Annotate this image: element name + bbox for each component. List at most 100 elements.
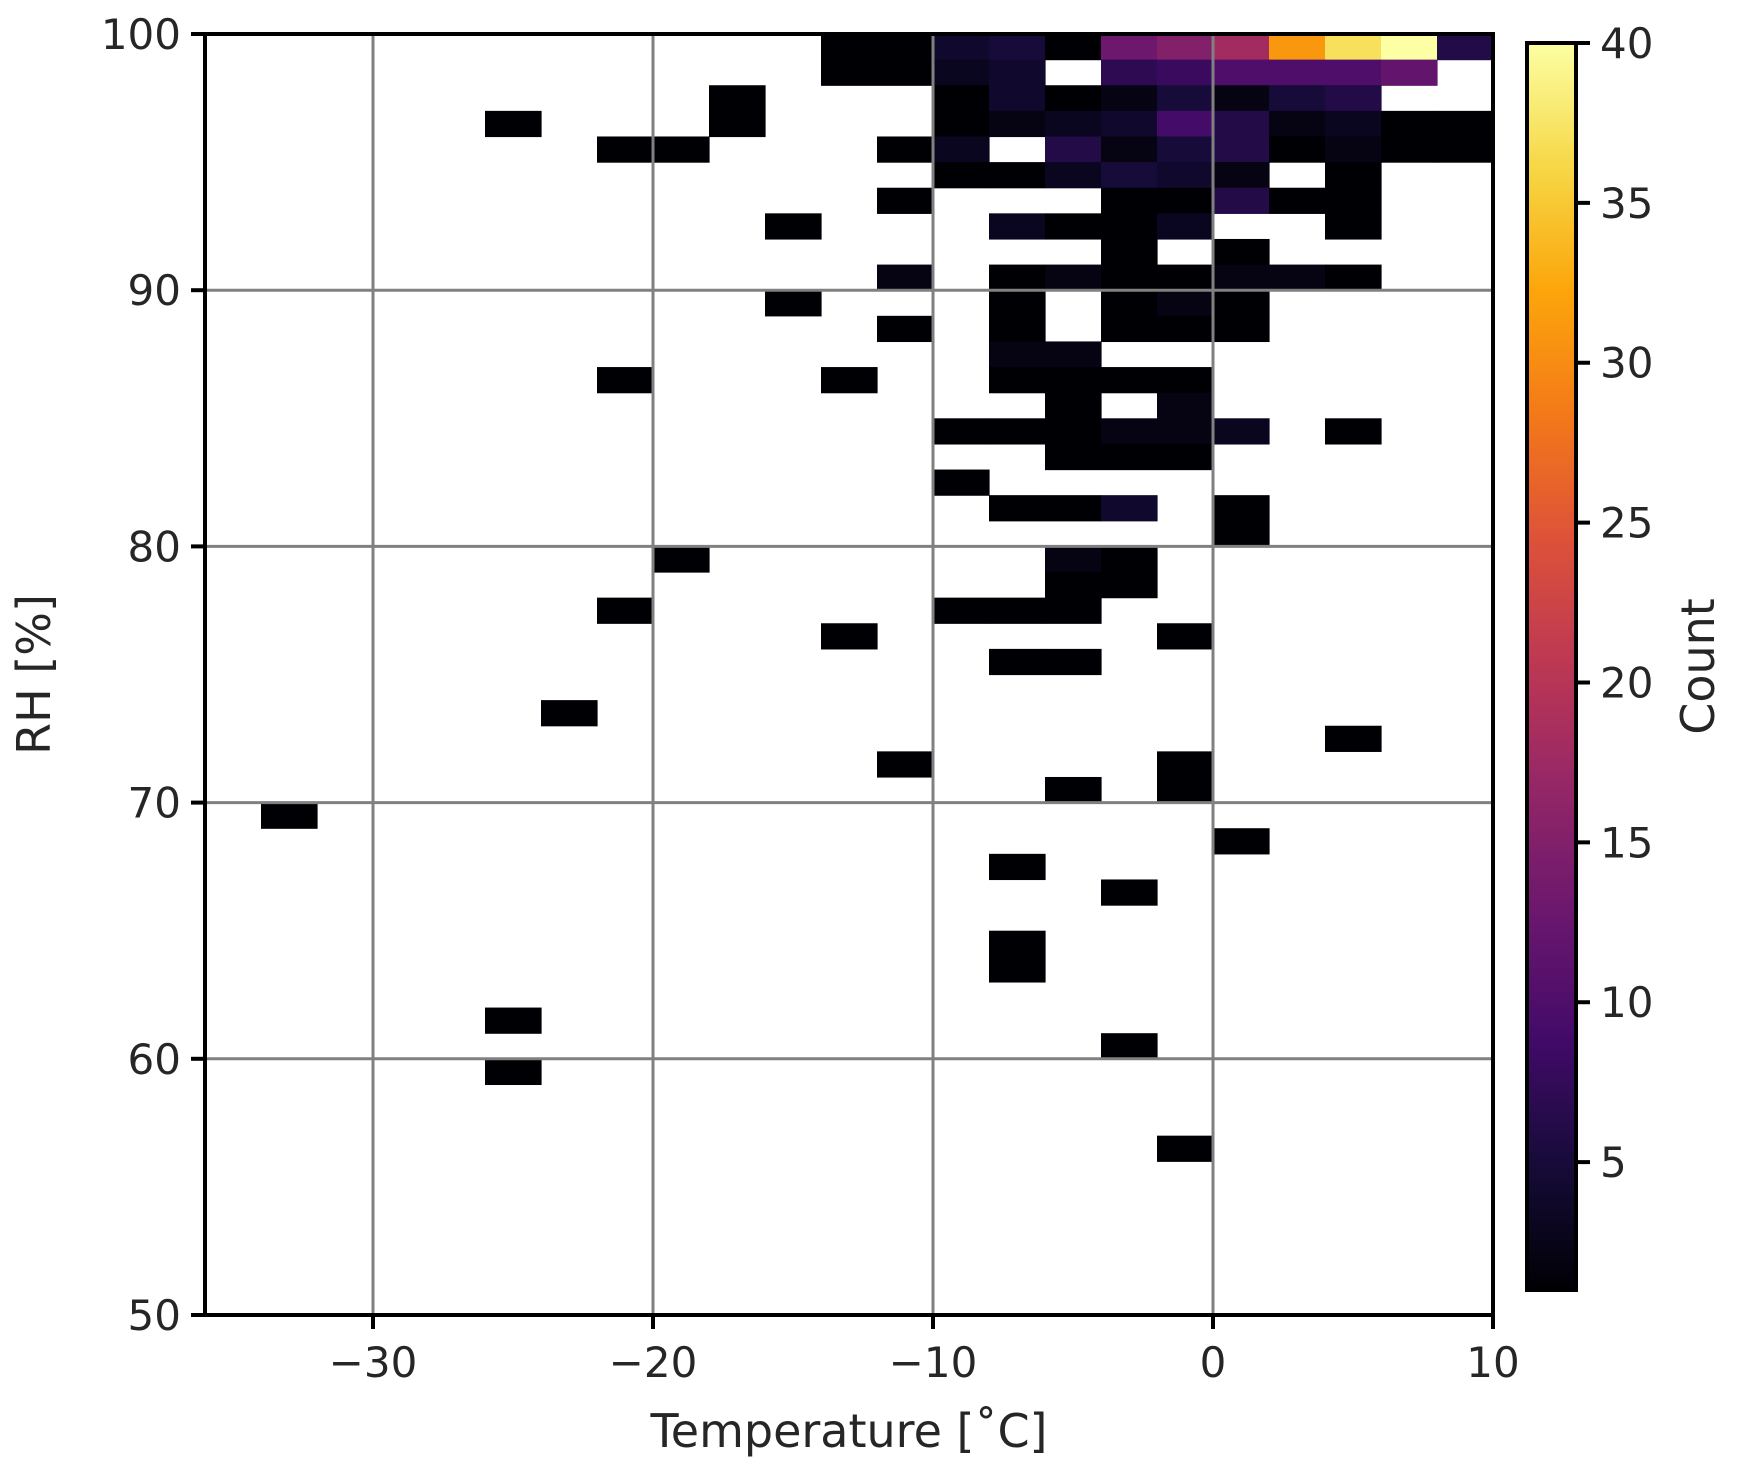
heatmap-cell bbox=[1213, 238, 1270, 266]
heatmap-cell bbox=[989, 315, 1046, 343]
heatmap-cell bbox=[1157, 85, 1214, 112]
heatmap-cell bbox=[1437, 34, 1494, 61]
heatmap-cell bbox=[1213, 828, 1270, 855]
colorbar-tick-label: 35 bbox=[1600, 179, 1653, 228]
heatmap-cell bbox=[821, 367, 878, 394]
heatmap-cell bbox=[1269, 34, 1326, 61]
heatmap-cell bbox=[1269, 59, 1326, 86]
heatmap-cell bbox=[1045, 776, 1102, 804]
heatmap-cell bbox=[989, 930, 1046, 957]
heatmap-cell bbox=[1101, 572, 1158, 599]
heatmap-cell bbox=[1269, 187, 1326, 214]
heatmap-cell bbox=[933, 469, 990, 496]
heatmap-cell bbox=[989, 34, 1046, 61]
heatmap-cell bbox=[1213, 264, 1270, 291]
heatmap-cell bbox=[1213, 110, 1270, 138]
heatmap-cell bbox=[989, 495, 1046, 522]
heatmap-cell bbox=[1045, 443, 1102, 471]
heatmap-cell bbox=[653, 546, 710, 573]
heatmap-cell bbox=[821, 623, 878, 650]
heatmap-cell bbox=[597, 597, 654, 624]
heatmap-cell bbox=[1101, 162, 1158, 189]
heatmap-cell bbox=[1381, 136, 1438, 163]
heatmap-cell bbox=[1213, 85, 1270, 112]
heatmap-cell bbox=[933, 162, 990, 189]
heatmap-cell bbox=[485, 110, 542, 138]
colorbar-tick-label: 40 bbox=[1600, 19, 1653, 68]
heatmap-cell bbox=[1213, 315, 1270, 343]
heatmap-cell bbox=[1045, 264, 1102, 291]
heatmap-cell bbox=[1157, 418, 1214, 445]
heatmap-cell bbox=[989, 59, 1046, 86]
y-tick-label: 70 bbox=[128, 779, 181, 828]
heatmap-cell bbox=[1157, 776, 1214, 804]
heatmap-cell bbox=[1101, 879, 1158, 906]
colorbar-tick-label: 20 bbox=[1600, 658, 1653, 707]
heatmap-cell bbox=[1101, 136, 1158, 163]
heatmap-cell bbox=[1325, 187, 1382, 214]
heatmap-cell bbox=[1157, 213, 1214, 240]
heatmap-cell bbox=[1381, 59, 1438, 86]
heatmap-cell bbox=[1101, 264, 1158, 291]
heatmap-cell bbox=[1101, 85, 1158, 112]
heatmap-cell bbox=[1213, 34, 1270, 61]
heatmap-cell bbox=[989, 110, 1046, 138]
y-axis: 50 60 70 80 90 100 bbox=[101, 10, 205, 1340]
heatmap-cell bbox=[709, 85, 766, 112]
heatmap-cell bbox=[1101, 213, 1158, 240]
heatmap-cell bbox=[1157, 187, 1214, 214]
heatmap-cell bbox=[1325, 418, 1382, 445]
heatmap-cell bbox=[1325, 264, 1382, 291]
colorbar-label: Count bbox=[1671, 598, 1725, 735]
heatmap-cell bbox=[989, 213, 1046, 240]
heatmap-cell bbox=[1269, 110, 1326, 138]
heatmap-cell bbox=[1101, 238, 1158, 266]
heatmap-cells bbox=[261, 34, 1494, 1162]
heatmap-cell bbox=[765, 213, 822, 240]
heatmap-cell bbox=[877, 34, 934, 61]
colorbar bbox=[1525, 41, 1578, 1292]
y-tick-label: 60 bbox=[128, 1035, 181, 1084]
x-axis: −30 −20 −10 0 10 bbox=[329, 1315, 1520, 1387]
heatmap-cell bbox=[1101, 367, 1158, 394]
heatmap-cell bbox=[597, 367, 654, 394]
heatmap-cell bbox=[1269, 85, 1326, 112]
heatmap-cell bbox=[1045, 418, 1102, 445]
heatmap-cell bbox=[1381, 110, 1438, 138]
y-axis-label: RH [%] bbox=[7, 594, 61, 755]
colorbar-tick-label: 10 bbox=[1600, 978, 1653, 1027]
heatmap-cell bbox=[1157, 1135, 1214, 1162]
heatmap-cell bbox=[1045, 597, 1102, 624]
heatmap-cell bbox=[989, 853, 1046, 881]
heatmap-cell bbox=[1437, 136, 1494, 163]
heatmap-cell bbox=[1157, 623, 1214, 650]
heatmap-cell bbox=[1325, 59, 1382, 86]
heatmap-cell bbox=[1157, 751, 1214, 778]
heatmap-cell bbox=[989, 290, 1046, 317]
heatmap-cell bbox=[933, 418, 990, 445]
y-tick-label: 50 bbox=[128, 1291, 181, 1340]
heatmap-cell bbox=[933, 136, 990, 163]
heatmap-cell bbox=[933, 110, 990, 138]
heatmap-cell bbox=[877, 751, 934, 778]
heatmap-cell bbox=[1157, 315, 1214, 343]
heatmap-cell bbox=[1269, 264, 1326, 291]
x-tick-label: −30 bbox=[329, 1338, 418, 1387]
heatmap-cell bbox=[1157, 392, 1214, 419]
heatmap-cell bbox=[1157, 110, 1214, 138]
heatmap-cell bbox=[1045, 546, 1102, 573]
heatmap-cell bbox=[877, 59, 934, 86]
colorbar-tick-label: 30 bbox=[1600, 339, 1653, 388]
x-tick-label: −10 bbox=[889, 1338, 978, 1387]
heatmap-cell bbox=[653, 136, 710, 163]
heatmap-cell bbox=[1101, 187, 1158, 214]
heatmap-cell bbox=[1101, 1033, 1158, 1060]
heatmap-cell bbox=[933, 59, 990, 86]
x-tick-label: −20 bbox=[609, 1338, 698, 1387]
heatmap-cell bbox=[989, 341, 1046, 368]
heatmap-cell bbox=[1213, 520, 1270, 547]
heatmap-cell bbox=[933, 597, 990, 624]
heatmap-cell bbox=[1101, 546, 1158, 573]
heatmap-cell bbox=[1045, 392, 1102, 419]
